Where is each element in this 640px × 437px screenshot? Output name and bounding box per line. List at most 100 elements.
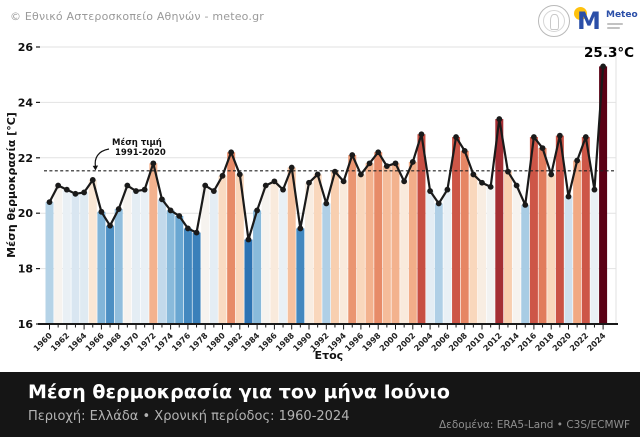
temperature-point <box>461 147 468 154</box>
temperature-chart: Μέση τιμή1991-20201960196219641966196819… <box>5 41 634 362</box>
temperature-point <box>539 145 546 152</box>
temperature-point <box>81 189 87 196</box>
temperature-bar <box>547 174 556 324</box>
temperature-bar <box>244 239 253 324</box>
temperature-bar <box>417 134 426 324</box>
temperature-bar <box>460 150 469 324</box>
y-tick-label: 26 <box>18 41 34 54</box>
temperature-point <box>176 213 183 219</box>
data-source-text: Δεδομένα: ERA5-Land • C3S/ECMWF <box>438 419 630 431</box>
temperature-bar <box>253 210 262 324</box>
temperature-bar <box>235 174 244 324</box>
temperature-bar <box>80 192 89 324</box>
meteo-tagline-line <box>607 27 620 29</box>
temperature-point <box>349 152 356 158</box>
temperature-point <box>565 193 572 200</box>
temperature-point <box>288 164 295 171</box>
chart-subtitle: Περιοχή: Ελλάδα • Χρονική περίοδος: 1960… <box>28 409 350 424</box>
temperature-bar <box>564 196 573 324</box>
temperature-bar <box>140 189 149 324</box>
temperature-point <box>63 186 70 193</box>
temperature-point <box>185 225 191 232</box>
temperature-point <box>314 171 321 178</box>
temperature-bar <box>114 209 123 324</box>
y-tick-label: 20 <box>18 207 34 220</box>
temperature-bar <box>374 152 383 324</box>
temperature-bar <box>503 171 512 324</box>
temperature-point <box>522 201 529 208</box>
temperature-point <box>453 134 459 140</box>
temperature-point <box>582 134 589 140</box>
temperature-point <box>574 157 581 164</box>
temperature-bar <box>330 171 339 324</box>
temperature-point <box>271 178 278 185</box>
temperature-point <box>202 182 209 189</box>
temperature-bar <box>270 181 279 324</box>
temperature-bar <box>45 202 54 324</box>
mean-annotation-arrowhead <box>92 165 99 171</box>
temperature-bar <box>157 199 166 324</box>
temperature-point <box>332 168 338 175</box>
x-tick-label: 2002 <box>395 331 417 353</box>
header: © Εθνικό Αστεροσκοπείο Αθηνών - meteo.gr… <box>0 0 640 42</box>
temperature-bar <box>356 174 365 324</box>
temperature-bar <box>296 228 305 324</box>
temperature-bar <box>97 211 106 324</box>
meteo-tagline-line <box>607 23 623 25</box>
meteo-m-letter: M <box>577 7 601 35</box>
temperature-bar <box>486 186 495 324</box>
temperature-bar <box>400 181 409 324</box>
temperature-bar <box>261 185 270 324</box>
temperature-point <box>159 196 165 203</box>
mean-label-line2: 1991-2020 <box>115 148 166 158</box>
temperature-bar <box>391 163 400 324</box>
temperature-bar <box>512 185 521 324</box>
temperature-point <box>98 208 105 215</box>
temperature-bar <box>590 189 599 324</box>
credit-text: © Εθνικό Αστεροσκοπείο Αθηνών - meteo.gr <box>10 10 265 23</box>
temperature-point <box>280 186 286 193</box>
mean-annotation-arrow <box>94 148 110 168</box>
temperature-point <box>496 116 503 122</box>
y-tick-label: 22 <box>18 152 33 165</box>
temperature-point <box>228 149 235 156</box>
temperature-bar <box>573 160 582 324</box>
temperature-bar <box>149 163 158 324</box>
temperature-bar <box>452 137 461 324</box>
temperature-point <box>409 159 416 165</box>
temperature-point <box>470 171 477 178</box>
y-axis-title: Μέση θερμοκρασία [°C] <box>5 112 18 258</box>
temperature-bar <box>426 191 435 324</box>
x-tick-label: 2022 <box>568 331 590 353</box>
temperature-point <box>444 186 451 193</box>
temperature-point <box>513 182 520 189</box>
temperature-bar <box>408 161 417 324</box>
temperature-point <box>193 229 200 236</box>
temperature-bar <box>183 228 192 324</box>
temperature-point <box>306 179 312 186</box>
temperature-bar <box>54 185 63 324</box>
temperature-point <box>487 183 494 190</box>
temperature-bar <box>469 174 478 324</box>
temperature-bar <box>322 203 331 324</box>
temperature-point <box>548 171 555 178</box>
temperature-point <box>383 163 390 170</box>
temperature-bar <box>434 203 443 324</box>
y-tick-label: 24 <box>18 96 34 109</box>
temperature-point <box>392 160 399 167</box>
temperature-point <box>358 171 364 178</box>
meteo-logo-icon: M Meteo <box>574 6 638 38</box>
temperature-point <box>531 134 537 140</box>
temperature-point <box>427 188 433 194</box>
observatory-seal-icon <box>538 5 570 37</box>
sun-icon <box>574 7 587 20</box>
temperature-point <box>167 207 174 214</box>
temperature-point <box>297 225 304 232</box>
temperature-point <box>141 186 148 193</box>
temperature-bar <box>495 119 504 325</box>
temperature-bar <box>339 181 348 324</box>
temperature-point <box>323 200 330 207</box>
x-tick-label: 1982 <box>222 331 244 353</box>
temperature-point <box>55 182 62 189</box>
